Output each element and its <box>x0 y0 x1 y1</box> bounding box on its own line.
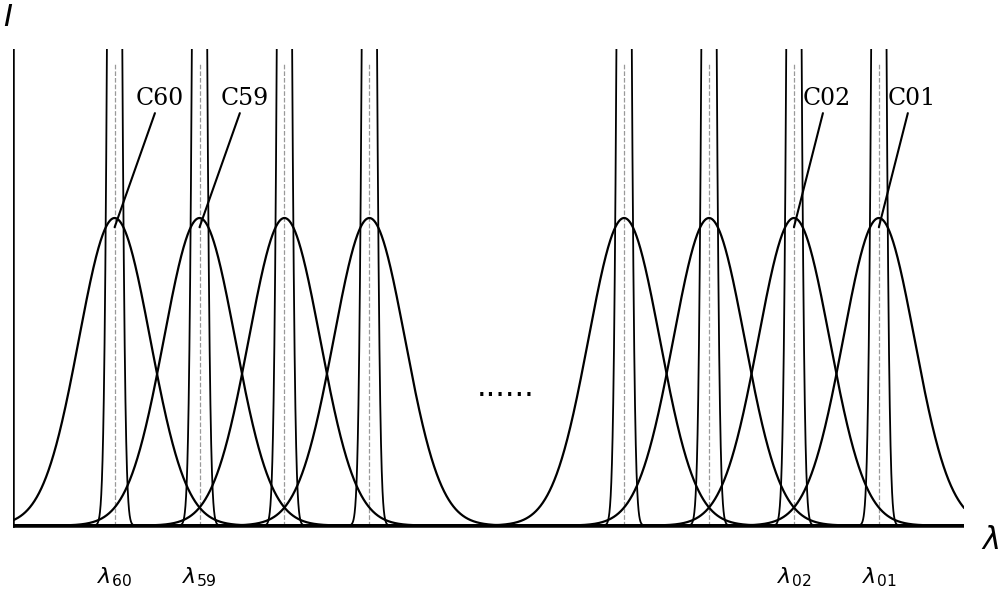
Text: $\lambda_{59}$: $\lambda_{59}$ <box>182 566 217 589</box>
Text: $I$: $I$ <box>3 2 14 33</box>
Text: ......: ...... <box>476 372 534 401</box>
Text: $\lambda_{01}$: $\lambda_{01}$ <box>862 566 896 589</box>
Text: $\lambda_{60}$: $\lambda_{60}$ <box>97 566 132 589</box>
Text: C60: C60 <box>115 87 184 227</box>
Text: C02: C02 <box>794 87 851 227</box>
Text: $\lambda_{02}$: $\lambda_{02}$ <box>777 566 811 589</box>
Text: $\lambda$: $\lambda$ <box>981 525 999 556</box>
Text: C01: C01 <box>879 87 936 227</box>
Text: C59: C59 <box>200 87 269 227</box>
